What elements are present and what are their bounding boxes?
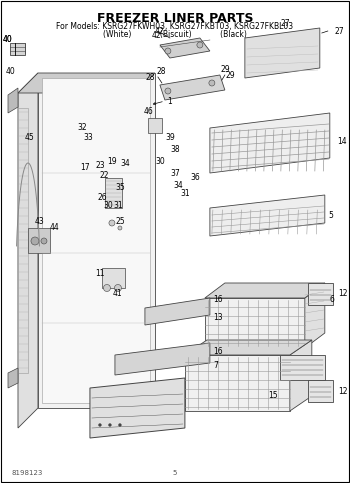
Polygon shape [42,78,150,403]
Text: FREEZER LINER PARTS: FREEZER LINER PARTS [97,13,253,26]
Text: 12: 12 [338,288,347,298]
Polygon shape [145,298,210,325]
Text: 11: 11 [95,269,105,278]
Text: 16: 16 [213,346,223,355]
Circle shape [165,48,171,54]
Text: 29: 29 [220,66,230,74]
Text: 33: 33 [83,133,93,142]
Text: 43: 43 [35,216,45,226]
Text: For Models: KSRG27FKWH03, KSRG27FKBT03, KSRG27FKBL03: For Models: KSRG27FKWH03, KSRG27FKBT03, … [56,23,293,31]
Text: 1: 1 [167,97,172,105]
Text: 8198123: 8198123 [12,470,43,476]
Text: 7: 7 [213,360,218,369]
Polygon shape [105,178,122,208]
Text: 31: 31 [113,201,123,211]
Circle shape [31,237,39,245]
Text: 6: 6 [330,296,335,304]
Polygon shape [102,268,125,288]
Circle shape [118,226,122,230]
Polygon shape [160,75,225,100]
Text: 31: 31 [180,188,190,198]
Polygon shape [210,113,330,173]
Polygon shape [38,73,155,408]
Polygon shape [28,228,50,253]
Polygon shape [205,298,305,348]
Text: 35: 35 [115,184,125,193]
Text: 40: 40 [3,34,13,43]
Polygon shape [185,340,312,355]
Polygon shape [160,38,210,58]
Text: 30: 30 [103,201,113,211]
Text: 22: 22 [99,170,109,180]
Text: 42: 42 [155,28,165,37]
Text: 13: 13 [213,313,223,323]
Polygon shape [8,88,18,113]
Polygon shape [245,28,320,78]
Polygon shape [8,368,18,388]
Text: 5: 5 [329,212,334,221]
Polygon shape [205,283,325,298]
Text: 39: 39 [165,133,175,142]
Polygon shape [308,283,333,305]
Text: 25: 25 [115,216,125,226]
Text: 23: 23 [95,160,105,170]
Text: 28: 28 [156,68,166,76]
Text: 36: 36 [190,173,200,183]
Text: 15: 15 [268,390,278,399]
Text: 34: 34 [173,181,183,189]
Text: 28: 28 [145,72,155,82]
Text: 17: 17 [80,164,90,172]
Circle shape [197,42,203,48]
Circle shape [41,238,47,244]
Text: 29: 29 [226,71,236,80]
Text: 12: 12 [338,386,347,396]
Polygon shape [210,195,325,236]
Text: (White)            (Biscuit)            (Black): (White) (Biscuit) (Black) [103,29,247,39]
Text: 44: 44 [50,224,60,232]
Text: 27: 27 [335,27,344,35]
Polygon shape [290,340,312,411]
Text: 32: 32 [77,124,87,132]
Text: 46: 46 [144,106,154,115]
Text: 42: 42 [152,30,162,40]
Circle shape [98,424,101,426]
Polygon shape [305,283,325,348]
Text: 41: 41 [113,288,123,298]
Text: 14: 14 [337,137,346,145]
Circle shape [114,284,121,292]
Polygon shape [280,355,325,380]
Text: 40: 40 [6,67,16,75]
Polygon shape [185,355,290,411]
Polygon shape [18,108,28,373]
Text: 27: 27 [280,18,290,28]
Polygon shape [18,73,38,428]
Circle shape [118,424,121,426]
Text: 5: 5 [173,470,177,476]
Polygon shape [90,378,185,438]
Text: 19: 19 [107,156,117,166]
Text: 30: 30 [155,156,165,166]
Circle shape [104,284,111,292]
Text: 34: 34 [120,158,130,168]
Circle shape [209,80,215,86]
Text: 38: 38 [170,145,180,155]
Text: 45: 45 [25,133,35,142]
Text: 37: 37 [170,169,180,177]
Circle shape [108,424,111,426]
Circle shape [165,88,171,94]
Circle shape [109,220,115,226]
Polygon shape [18,73,155,93]
Polygon shape [10,43,25,55]
Text: 26: 26 [97,194,107,202]
Polygon shape [308,380,333,402]
Text: 40: 40 [3,34,13,43]
Polygon shape [148,118,162,133]
Text: 16: 16 [213,296,223,304]
Polygon shape [115,343,210,375]
